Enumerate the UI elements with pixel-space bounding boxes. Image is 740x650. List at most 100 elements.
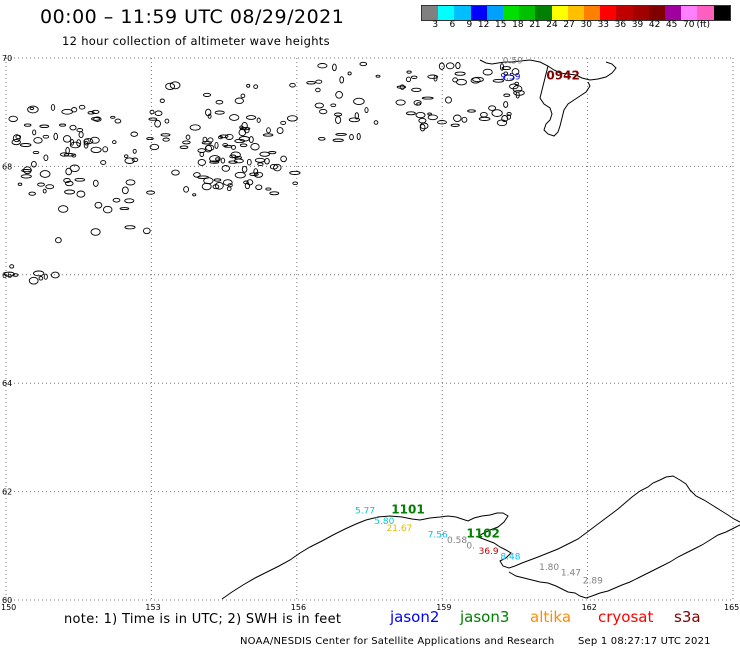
alaska-coastline — [221, 475, 740, 600]
ice-contour — [395, 99, 406, 106]
ice-contour — [32, 150, 40, 155]
ice-contour — [146, 190, 156, 195]
lon-label: 159 — [436, 603, 451, 612]
legend-swatch — [422, 6, 439, 20]
ice-contour — [59, 152, 70, 157]
ice-contour — [503, 93, 511, 97]
ice-contour — [437, 120, 447, 125]
ice-contour — [37, 182, 45, 187]
legend-tick-label: 3 — [432, 20, 439, 30]
ice-contour — [154, 110, 163, 116]
ice-contour — [406, 70, 412, 74]
ice-contour — [348, 117, 361, 123]
ice-contour — [503, 71, 509, 76]
ice-contour — [461, 116, 468, 123]
ice-contour — [197, 158, 206, 166]
ice-contour — [214, 141, 219, 149]
ice-contour — [154, 119, 161, 128]
legend-swatch — [503, 6, 520, 20]
ice-contour — [218, 135, 223, 140]
lat-label: 62 — [2, 488, 12, 497]
ice-contour — [124, 225, 136, 230]
ice-contour — [83, 140, 89, 149]
ice-contour — [3, 271, 15, 277]
ice-contour — [76, 190, 86, 198]
ice-contour — [314, 102, 324, 109]
ice-contour — [90, 146, 102, 154]
ice-contour — [121, 186, 129, 195]
ice-contour — [42, 188, 47, 194]
satellite-altika: altika — [530, 608, 572, 626]
lat-label: 68 — [2, 162, 12, 171]
legend-swatch — [454, 6, 471, 20]
wave-height-label: 1101 — [391, 502, 424, 516]
ice-contour — [197, 148, 206, 153]
ice-contour — [11, 139, 21, 146]
ice-contour — [456, 78, 467, 86]
ice-contour — [76, 128, 84, 133]
legend-tick-labels: 3 6 9 12 15 18 21 24 27 30 33 36 39 42 45 70 (ft) — [421, 20, 740, 30]
legend-tick-label: 18 — [512, 20, 524, 30]
ice-contour — [319, 108, 328, 115]
ice-contour — [354, 112, 359, 120]
ice-contour — [201, 140, 212, 145]
ice-contour — [276, 127, 284, 135]
ice-contour — [53, 132, 58, 141]
ice-contour — [233, 158, 244, 164]
satellite-jason3: jason3 — [460, 608, 510, 626]
ice-contour — [90, 228, 101, 236]
ice-contour — [255, 184, 263, 190]
ice-contour — [39, 124, 50, 129]
ice-contour — [488, 105, 497, 111]
legend-swatch — [616, 6, 633, 20]
ice-contour — [445, 96, 452, 104]
ice-contour — [102, 146, 109, 153]
ice-contour — [110, 115, 116, 119]
coastline — [221, 59, 740, 600]
ice-contour — [94, 201, 103, 209]
ice-contour — [149, 143, 160, 151]
ice-contour — [454, 71, 466, 76]
wave-height-label: 1102 — [466, 527, 499, 541]
ice-contour — [264, 157, 270, 165]
legend-swatch — [486, 6, 504, 20]
lat-label: 60 — [2, 596, 12, 605]
lon-label: 156 — [291, 603, 306, 612]
ice-contour — [269, 191, 280, 196]
ice-contour — [202, 136, 208, 143]
ice-contour — [17, 182, 23, 186]
ice-contour — [511, 68, 520, 76]
ice-contour — [515, 91, 520, 99]
alaska-coastline-south — [508, 524, 740, 599]
ice-contour — [246, 179, 254, 186]
wave-height-label: 7.56 — [428, 531, 448, 541]
ice-contour — [231, 144, 236, 150]
ice-contour — [201, 182, 212, 191]
ice-contour — [253, 168, 259, 175]
legend-swatch — [535, 6, 552, 20]
siberian-coastline — [479, 59, 617, 81]
ice-contour — [189, 124, 201, 131]
ice-contour — [427, 114, 438, 121]
ice-contour — [318, 136, 326, 141]
lat-label: 64 — [2, 379, 12, 388]
ice-contour — [335, 116, 342, 124]
ice-contour — [193, 172, 201, 178]
ice-contour — [509, 83, 519, 90]
ice-contour — [491, 109, 503, 117]
ice-contour — [396, 85, 407, 89]
wave-height-label: 5.80 — [374, 517, 394, 527]
ice-contour — [78, 131, 84, 139]
legend-swatch — [600, 6, 617, 20]
ice-contour — [410, 75, 418, 79]
ice-contour — [112, 197, 121, 203]
lat-label: 66 — [2, 271, 12, 280]
ice-contour — [472, 76, 484, 83]
ice-contour — [453, 114, 462, 123]
ice-contour — [38, 276, 44, 281]
ice-contour — [445, 62, 455, 70]
ice-contour — [315, 79, 323, 84]
ice-contour — [213, 178, 222, 182]
